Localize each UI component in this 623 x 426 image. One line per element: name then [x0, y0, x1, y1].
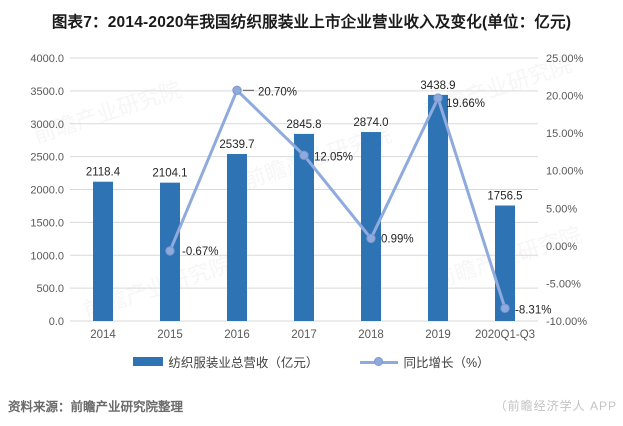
footer: 资料来源：前瞻产业研究院整理 （前瞻经济学人 APP — [0, 396, 623, 415]
chart-title: 图表7：2014-2020年我国纺织服装业上市企业营业收入及变化(单位：亿元) — [51, 14, 572, 31]
x-axis-label: 2014 — [90, 329, 116, 341]
x-axis-label: 2019 — [425, 329, 451, 341]
line-marker-2019 — [433, 93, 443, 103]
right-axis-tick: -10.00% — [546, 316, 587, 328]
x-axis-label: 2020Q1-Q3 — [475, 329, 535, 341]
left-axis-tick: 4000.0 — [30, 53, 64, 65]
line-marker-2017 — [299, 150, 309, 161]
bar-label-2019: 3438.9 — [420, 80, 455, 92]
right-axis-tick: -5.00% — [546, 278, 581, 290]
source-note: 资料来源：前瞻产业研究院整理 — [8, 400, 184, 414]
right-axis-tick: 25.00% — [546, 53, 584, 65]
left-axis-tick: 3000.0 — [30, 119, 64, 131]
bar-label-2014: 2118.4 — [86, 167, 121, 179]
right-axis-tick: 15.00% — [546, 128, 584, 140]
growth-line — [168, 88, 507, 310]
legend-line-marker-icon — [374, 356, 384, 366]
bar-2014 — [93, 181, 113, 321]
legend-growth-label: 同比增长（%） — [403, 356, 490, 370]
footer-watermark: （前瞻经济学人 APP — [494, 399, 617, 413]
bar-2018 — [361, 132, 381, 321]
legend-item-growth: 同比增长（%） — [360, 352, 490, 371]
left-axis-tick: 0.0 — [49, 316, 64, 328]
x-axis-label: 2017 — [291, 329, 317, 341]
line-label-2019: 19.66% — [446, 98, 485, 110]
line-label-2020Q1-Q3: -8.31% — [515, 304, 551, 316]
x-axis-label: 2015 — [157, 329, 183, 341]
line-marker-2018 — [366, 233, 376, 244]
bar-label-2015: 2104.1 — [152, 168, 187, 180]
right-axis-tick: 20.00% — [546, 91, 584, 103]
right-axis-tick: 0.00% — [546, 241, 577, 253]
left-axis-tick: 2000.0 — [30, 185, 64, 197]
line-label-2016: 20.70% — [258, 86, 297, 98]
right-axis-tick: 5.00% — [546, 203, 577, 215]
legend-revenue-label: 纺织服装业总营收（亿元） — [168, 356, 319, 370]
bar-label-2017: 2845.8 — [286, 119, 321, 131]
line-label-2018: 0.99% — [381, 233, 414, 245]
bar-label-2020Q1-Q3: 1756.5 — [487, 191, 522, 203]
bar-2016 — [227, 154, 247, 321]
bar-2019 — [428, 94, 448, 321]
line-marker-2020Q1-Q3 — [500, 303, 510, 314]
x-axis-label: 2016 — [224, 329, 250, 341]
left-axis-tick: 500.0 — [36, 283, 64, 295]
bar-label-2018: 2874.0 — [353, 117, 388, 129]
bar-label-2016: 2539.7 — [219, 139, 254, 151]
legend-line-swatch-icon — [360, 356, 399, 367]
left-axis-tick: 1500.0 — [30, 217, 64, 229]
left-axis-tick: 1000.0 — [30, 250, 64, 262]
line-label-2017: 12.05% — [314, 151, 353, 163]
left-axis-tick: 3500.0 — [30, 86, 64, 98]
line-marker-2016 — [232, 85, 242, 96]
right-axis-tick: 10.00% — [546, 166, 584, 178]
legend-item-revenue: 纺织服装业总营收（亿元） — [133, 352, 318, 371]
legend-bar-swatch-icon — [133, 357, 164, 366]
x-axis-label: 2018 — [358, 329, 384, 341]
bar-2017 — [294, 133, 314, 321]
legend: 纺织服装业总营收（亿元） 同比增长（%） — [0, 352, 623, 371]
line-label-2015: -0.67% — [182, 246, 218, 258]
line-marker-2015 — [165, 246, 175, 256]
left-axis-tick: 2500.0 — [30, 152, 64, 164]
